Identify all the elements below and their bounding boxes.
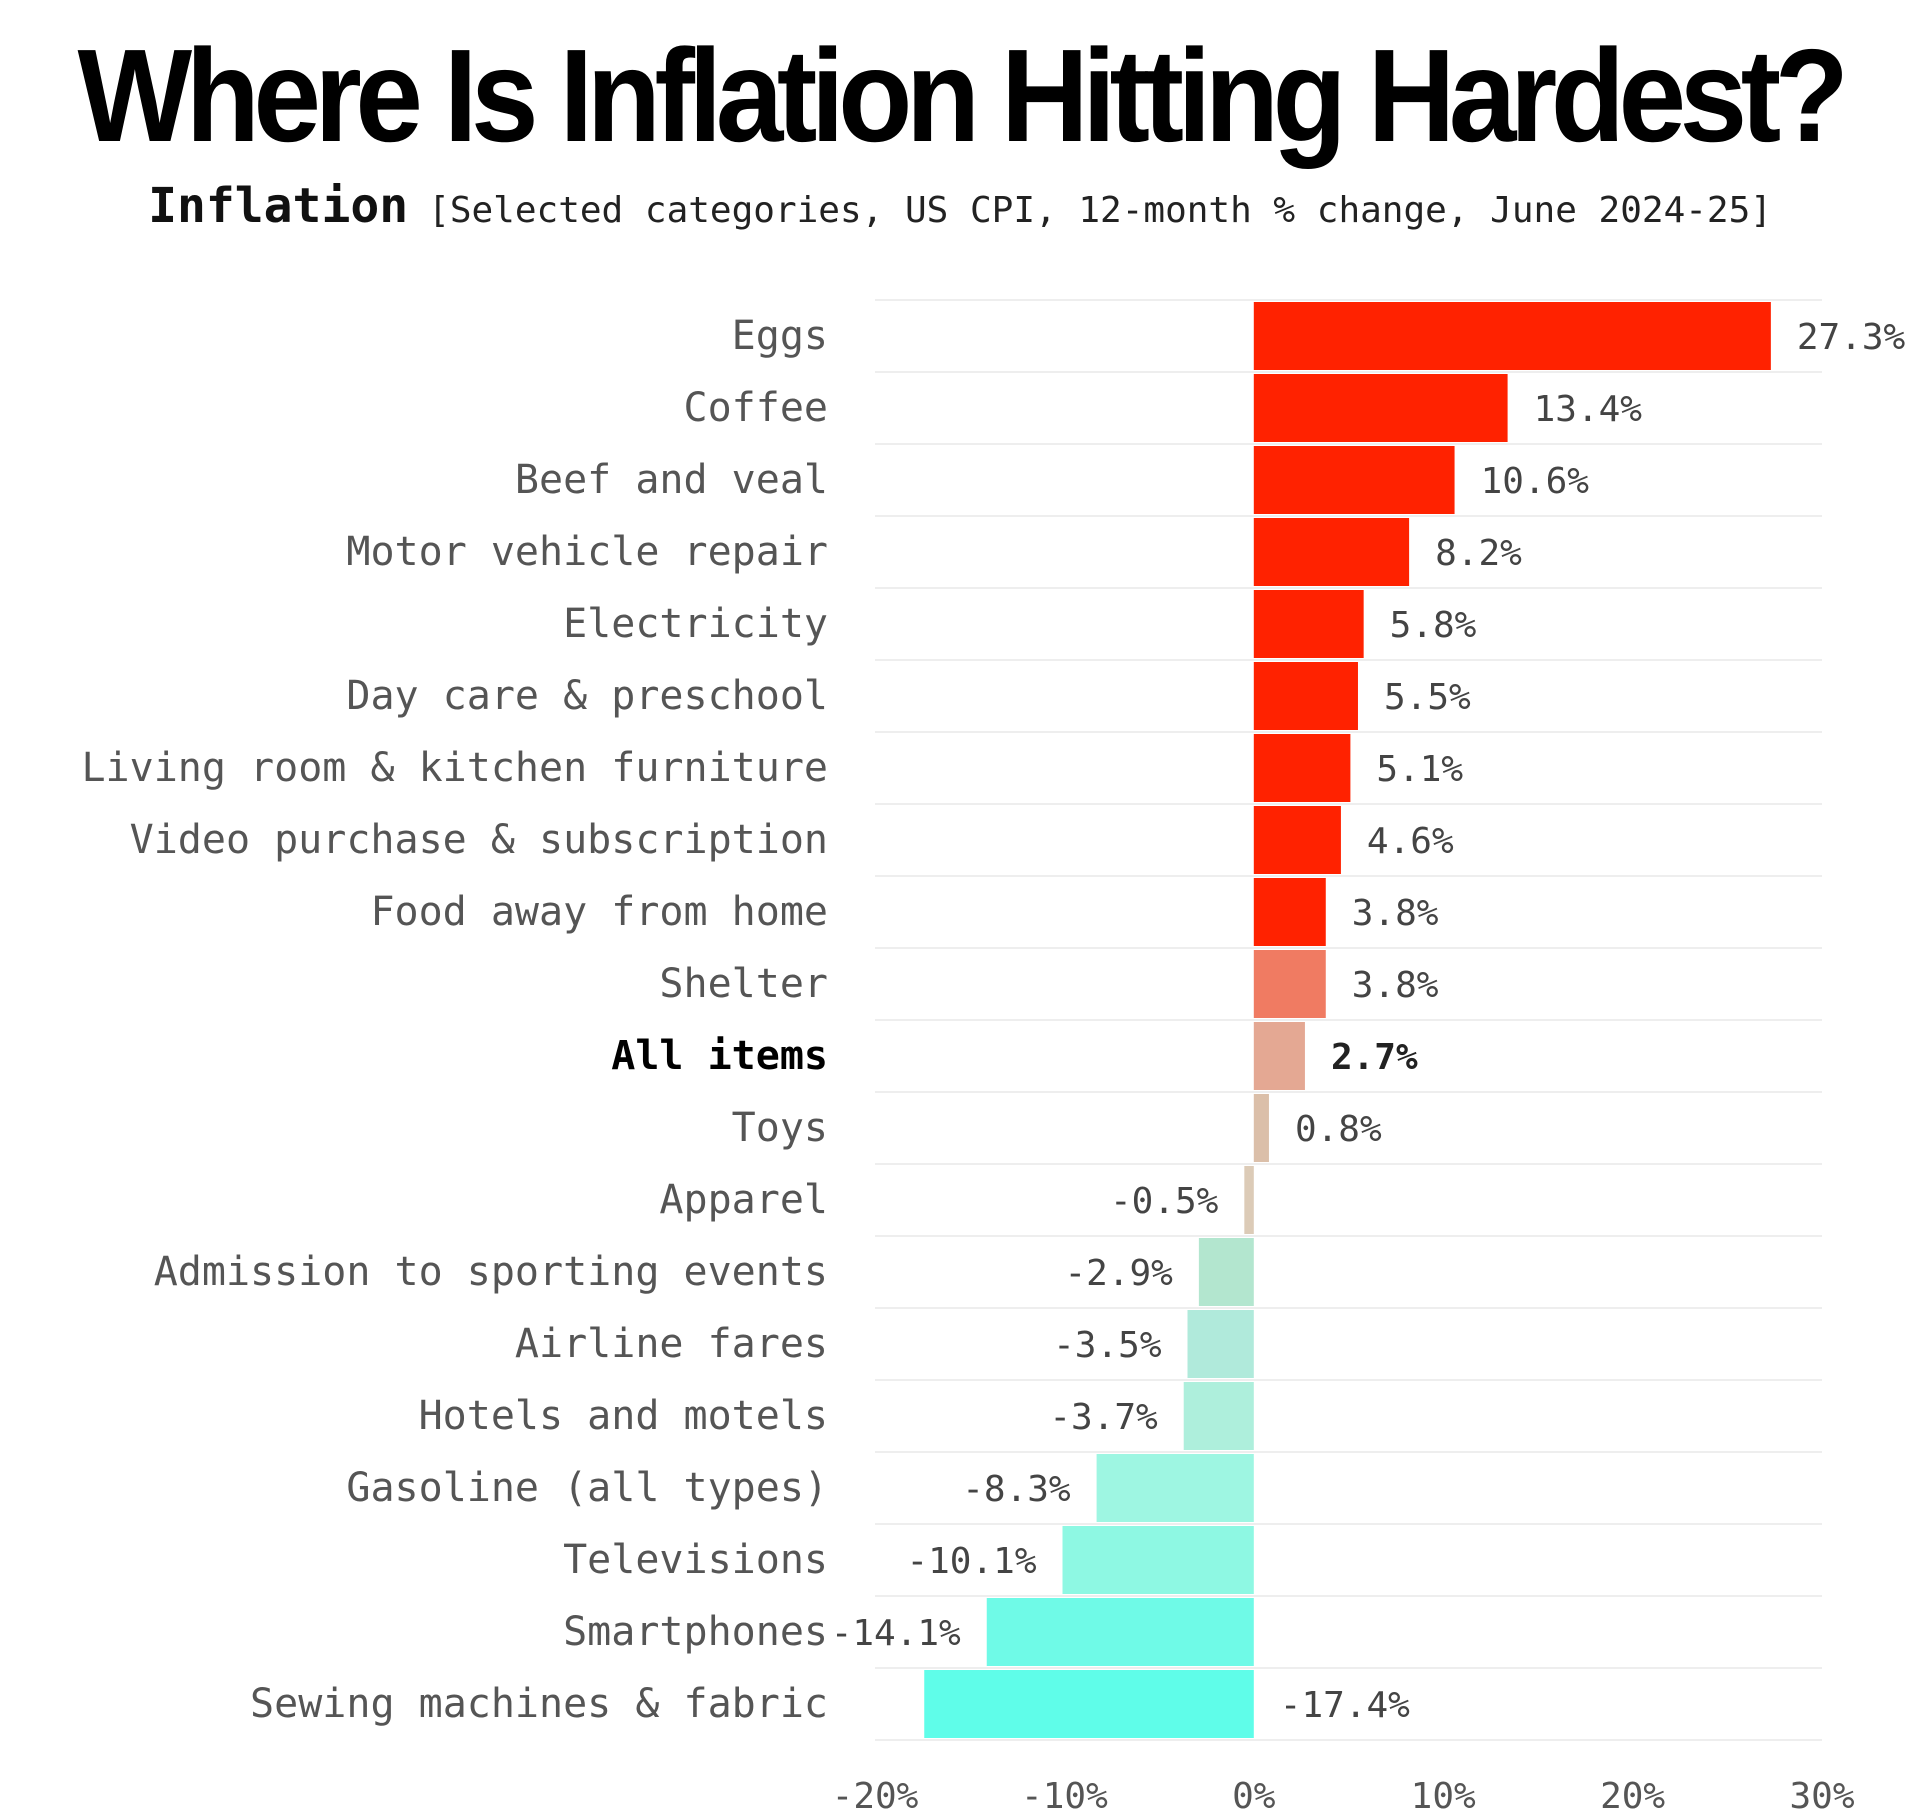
- category-label: All items: [611, 1033, 828, 1079]
- bar: [1253, 662, 1358, 730]
- category-label: Day care & preschool: [346, 673, 828, 719]
- value-label: 8.2%: [1435, 533, 1522, 574]
- value-label: -8.3%: [962, 1469, 1071, 1510]
- bar: [924, 1670, 1254, 1738]
- category-label: Motor vehicle repair: [346, 529, 828, 575]
- subtitle-detail: [Selected categories, US CPI, 12-month %…: [428, 190, 1772, 231]
- category-label: Video purchase & subscription: [130, 817, 828, 863]
- x-tick-label: 20%: [1600, 1776, 1665, 1814]
- category-label: Airline fares: [515, 1321, 828, 1367]
- value-label: -3.7%: [1049, 1397, 1158, 1438]
- x-tick-label: 0%: [1232, 1776, 1276, 1814]
- bar: [1253, 302, 1771, 370]
- value-label: 4.6%: [1367, 821, 1454, 862]
- value-label: 27.3%: [1797, 317, 1906, 358]
- subtitle-lead: Inflation: [148, 178, 409, 234]
- bar: [1187, 1310, 1254, 1378]
- category-label: Toys: [732, 1105, 828, 1151]
- bar: [1244, 1166, 1254, 1234]
- category-label: Coffee: [684, 385, 829, 431]
- category-label: Living room & kitchen furniture: [81, 745, 828, 791]
- bar: [1062, 1526, 1254, 1594]
- category-label: Smartphones: [563, 1609, 828, 1655]
- category-label: Shelter: [659, 961, 828, 1007]
- bar: [1253, 374, 1508, 442]
- value-label: 2.7%: [1331, 1037, 1418, 1078]
- category-label: Beef and veal: [515, 457, 828, 503]
- x-tick-label: -20%: [832, 1776, 919, 1814]
- bar: [1253, 1094, 1269, 1162]
- value-label: -14.1%: [831, 1613, 961, 1654]
- bar: [1183, 1382, 1254, 1450]
- bar: [986, 1598, 1254, 1666]
- category-label: Admission to sporting events: [154, 1249, 828, 1295]
- x-tick-label: -10%: [1021, 1776, 1108, 1814]
- value-label: 0.8%: [1295, 1109, 1382, 1150]
- bar: [1253, 446, 1455, 514]
- category-label: Eggs: [732, 313, 828, 359]
- value-label: -2.9%: [1064, 1253, 1173, 1294]
- value-label: 5.1%: [1376, 749, 1463, 790]
- value-label: 5.5%: [1384, 677, 1471, 718]
- bar: [1253, 1022, 1305, 1090]
- value-label: 3.8%: [1352, 965, 1439, 1006]
- category-label: Electricity: [563, 601, 828, 647]
- value-label: 10.6%: [1481, 461, 1590, 502]
- value-label: 3.8%: [1352, 893, 1439, 934]
- category-label: Apparel: [659, 1177, 828, 1223]
- bar: [1253, 590, 1364, 658]
- bar: [1096, 1454, 1254, 1522]
- category-label: Sewing machines & fabric: [250, 1681, 828, 1727]
- value-label: -10.1%: [906, 1541, 1036, 1582]
- bar: [1253, 878, 1326, 946]
- bar: [1253, 518, 1410, 586]
- x-tick-label: 10%: [1411, 1776, 1476, 1814]
- category-label: Hotels and motels: [419, 1393, 828, 1439]
- x-tick-label: 30%: [1789, 1776, 1854, 1814]
- bar: [1198, 1238, 1254, 1306]
- chart-subtitle: Inflation [Selected categories, US CPI, 1…: [0, 178, 1920, 234]
- value-label: 13.4%: [1534, 389, 1643, 430]
- category-label: Food away from home: [370, 889, 828, 935]
- bar: [1253, 734, 1351, 802]
- value-label: -3.5%: [1053, 1325, 1162, 1366]
- category-label: Televisions: [563, 1537, 828, 1583]
- bar: [1253, 950, 1326, 1018]
- category-label: Gasoline (all types): [346, 1465, 828, 1511]
- value-label: -0.5%: [1110, 1181, 1219, 1222]
- value-label: 5.8%: [1390, 605, 1477, 646]
- value-label: -17.4%: [1280, 1685, 1410, 1726]
- chart-title: Where Is Inflation Hitting Hardest?: [77, 22, 1849, 169]
- bar: [1253, 806, 1341, 874]
